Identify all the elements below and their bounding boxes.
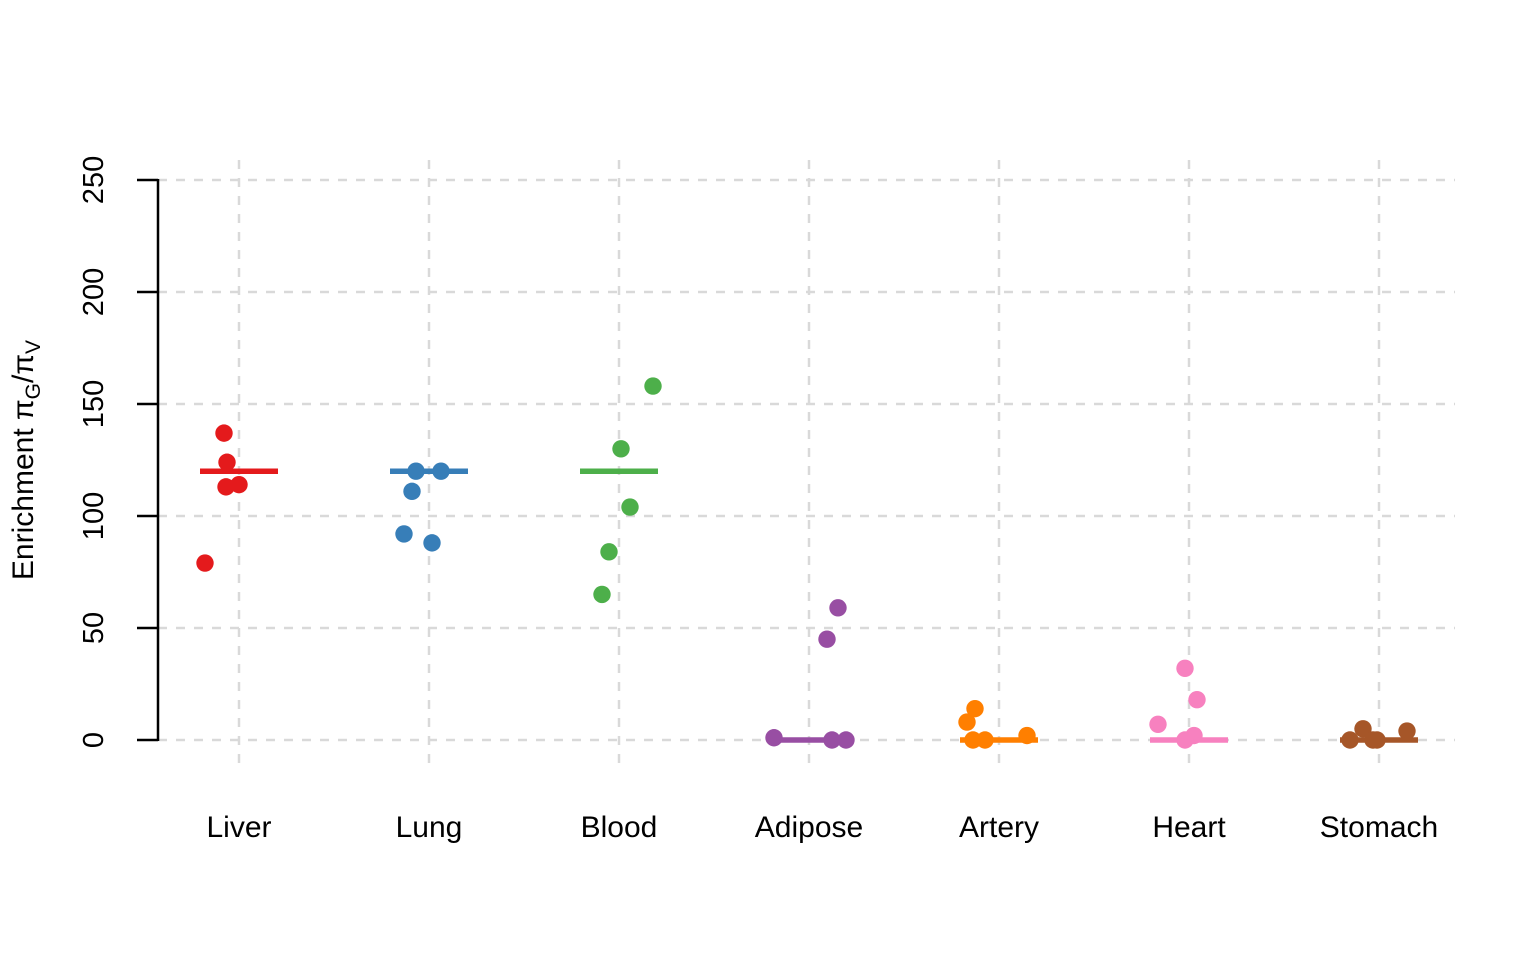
data-point bbox=[1188, 690, 1206, 709]
data-point bbox=[407, 462, 425, 480]
y-tick-label: 250 bbox=[78, 156, 110, 204]
y-tick-label: 200 bbox=[78, 268, 110, 316]
y-tick-label: 0 bbox=[78, 732, 110, 748]
gridlines bbox=[158, 160, 1455, 765]
y-tick-label: 100 bbox=[78, 492, 110, 540]
category-label: Lung bbox=[396, 811, 463, 844]
data-point bbox=[818, 630, 836, 648]
data-point bbox=[1398, 722, 1416, 740]
category-label: Adipose bbox=[755, 811, 863, 844]
y-axis-title: Enrichment πG/πV bbox=[7, 340, 45, 580]
data-point bbox=[395, 525, 413, 543]
data-point bbox=[423, 534, 441, 552]
data-point bbox=[217, 478, 235, 496]
data-point bbox=[1149, 715, 1167, 734]
data-point bbox=[958, 713, 976, 731]
data-point bbox=[432, 462, 450, 480]
data-point bbox=[612, 440, 630, 458]
category-label: Blood bbox=[581, 811, 658, 844]
data-point bbox=[1341, 731, 1359, 749]
data-point bbox=[823, 731, 841, 749]
y-axis: 0 50 100 150 200 250 Enrichment πG/πV bbox=[7, 156, 160, 748]
data-point bbox=[1018, 726, 1036, 745]
x-category-labels: Liver Lung Blood Adipose Artery Heart Stomach bbox=[206, 811, 1438, 844]
data-point bbox=[196, 554, 214, 572]
y-tick-label: 150 bbox=[78, 380, 110, 428]
data-point bbox=[837, 731, 855, 749]
data-point bbox=[230, 475, 248, 494]
data-point bbox=[600, 543, 618, 561]
data-point bbox=[644, 377, 662, 395]
data-point bbox=[1364, 731, 1382, 749]
plot-series bbox=[196, 377, 1418, 749]
data-point bbox=[964, 731, 982, 749]
data-point bbox=[621, 498, 639, 516]
data-point bbox=[218, 453, 236, 471]
data-point bbox=[765, 729, 783, 747]
data-point bbox=[215, 424, 233, 442]
category-label: Heart bbox=[1152, 811, 1226, 844]
data-point bbox=[1176, 731, 1194, 749]
category-label: Stomach bbox=[1320, 811, 1438, 844]
data-point bbox=[593, 585, 611, 604]
y-tick-label: 50 bbox=[78, 612, 110, 644]
data-point bbox=[403, 482, 421, 501]
data-point bbox=[1354, 720, 1372, 738]
data-point bbox=[1176, 659, 1194, 678]
data-point bbox=[966, 699, 984, 718]
category-label: Artery bbox=[959, 811, 1039, 844]
data-point bbox=[976, 731, 994, 749]
category-label: Liver bbox=[206, 811, 271, 844]
data-point bbox=[829, 599, 847, 617]
